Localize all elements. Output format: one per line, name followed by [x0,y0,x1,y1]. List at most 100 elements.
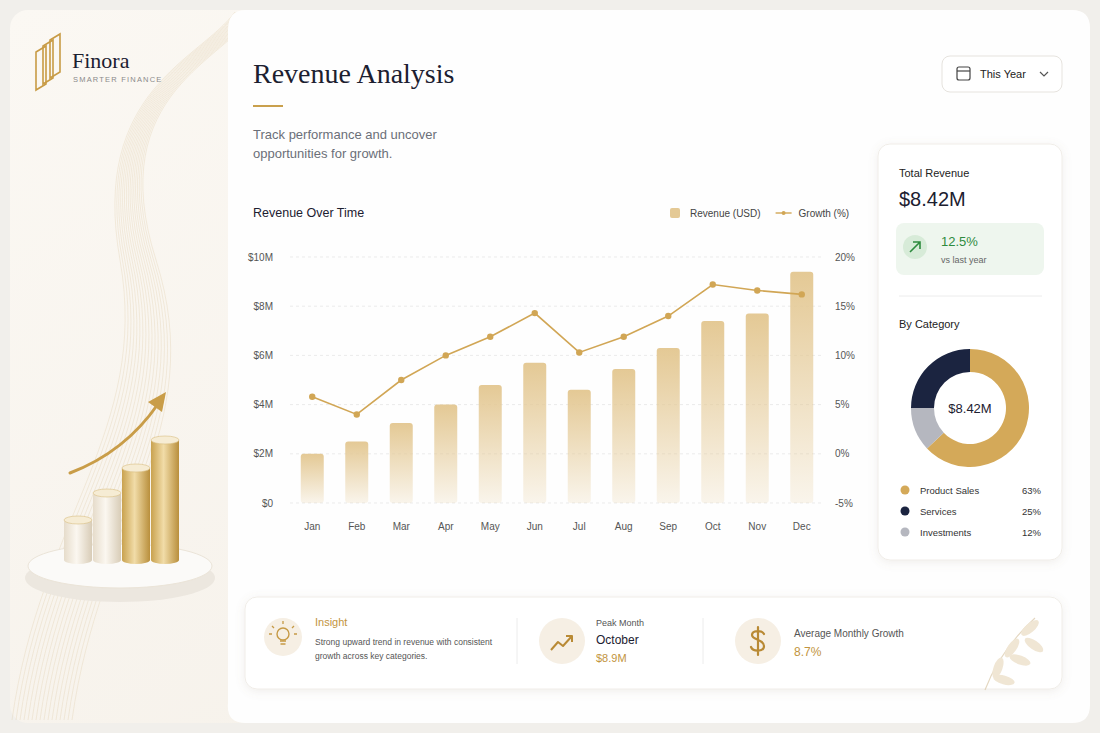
cylinder-top [151,436,179,444]
growth-point [443,352,449,358]
pie-title: By Category [899,318,960,330]
x-tick-label: Apr [438,521,454,532]
growth-point [621,334,627,340]
decor-line [40,12,243,720]
growth-point [799,291,805,297]
data-label: 25% [1022,506,1042,517]
leaf [1008,652,1032,668]
growth-point [532,310,538,316]
legend-label: Growth (%) [799,208,850,219]
text-line: Strong upward trend in revenue with cons… [315,637,493,647]
decor-line [20,12,237,720]
leaf [1019,617,1042,638]
insight-card [245,597,1062,689]
decor-line [48,12,246,720]
x-tick-label: Dec [793,521,811,532]
chart-title: Revenue Over Time [253,206,364,220]
decor-line [52,12,247,720]
x-tick-label: Jan [304,521,320,532]
decor-line [72,12,253,720]
y2-tick-label: 10% [835,350,855,361]
grid-line [290,355,824,356]
cylinder-top [122,464,150,472]
revenue-bar [479,385,502,503]
canvas: FinoraSMARTER FINANCERevenue AnalysisTra… [0,0,1100,733]
cylinder-base [93,556,121,564]
main-panel [228,10,1090,723]
page-card [10,10,1090,723]
revenue-bar [612,369,635,503]
y-tick-label: $2M [254,448,273,459]
y-tick-label: $10M [248,252,273,263]
page-title: Revenue Analysis [253,58,454,89]
decor-line [44,12,245,720]
y2-tick-label: 20% [835,252,855,263]
growth-point [710,281,716,287]
x-tick-label: Sep [659,521,677,532]
cylinder [151,440,179,560]
grid-line [290,453,824,454]
peak-month: October [596,633,639,647]
plot-area [301,272,814,503]
revenue-bar [568,390,591,503]
donut-center-label: $8.42M [948,401,991,416]
growth-point [665,313,671,319]
growth-point [754,287,760,293]
peak-icon [539,618,585,664]
chevron [1040,72,1048,76]
revenue-bar [434,405,457,503]
calendar-icon [957,67,970,80]
revenue-bar [790,272,813,503]
growth-icon [751,627,764,655]
period-selector[interactable] [942,56,1062,92]
peak-value: $8.9M [596,652,627,664]
change-value: 12.5% [941,234,978,249]
cylinder-base [151,556,179,564]
text-line: Track performance and uncover [253,127,437,142]
logo-bar [50,34,60,78]
cylinder-base [122,556,150,564]
change-box [896,223,1044,275]
divider [703,618,704,664]
legend-swatch [901,507,910,516]
growth-point [398,377,404,383]
x-tick-label: Feb [348,521,366,532]
x-tick-label: Jul [573,521,586,532]
divider [899,296,1042,297]
x-tick-label: May [481,521,500,532]
summary-value: $8.42M [899,188,966,210]
insight-icon [269,621,297,644]
y-tick-label: $0 [262,498,274,509]
leaf-decor [985,617,1046,690]
donut-slice [911,349,970,408]
title-underline [253,105,283,107]
insight-text: Strong upward trend in revenue with cons… [315,637,493,661]
summary-label: Total Revenue [899,167,969,179]
y2-tick-label: -5% [835,498,853,509]
leaf [992,673,1016,687]
x-tick-label: Oct [705,521,721,532]
peak-icon [551,636,572,650]
page-subtitle: Track performance and uncoveropportuniti… [253,127,437,161]
cylinder [93,493,121,560]
growth-value: 8.7% [794,645,822,659]
growth-point [309,394,315,400]
legend-label: Services [920,506,957,517]
insight-title: Insight [315,616,347,628]
legend-swatch [901,486,910,495]
data-label: 63% [1022,485,1042,496]
growth-point [576,349,582,355]
data-label: 12% [1022,527,1042,538]
decor-line [32,12,241,720]
revenue-bar [746,314,769,503]
change-icon [910,242,920,252]
change-note: vs last year [941,255,987,265]
period-label: This Year [980,68,1026,80]
decor-line [12,12,235,720]
x-tick-label: Mar [393,521,411,532]
decor-line [16,12,236,720]
cylinder-top [93,489,121,497]
logo-icon [36,34,60,90]
revenue-bar [345,442,368,504]
legend-swatch [670,208,680,218]
